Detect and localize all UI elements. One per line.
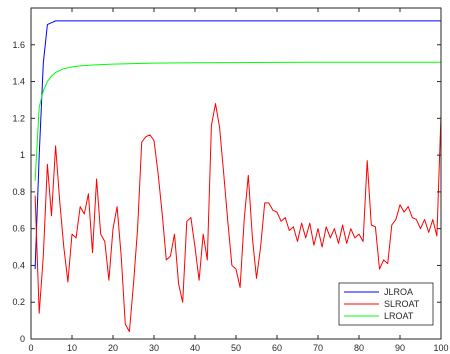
y-tick-label: 1.6 xyxy=(12,40,25,50)
x-tick-label: 40 xyxy=(190,343,200,353)
y-tick-label: 0.8 xyxy=(12,187,25,197)
series-line-lroat xyxy=(34,61,441,181)
series-layer xyxy=(34,20,442,333)
y-tick-label: 0.4 xyxy=(12,260,25,270)
x-tick-label: 70 xyxy=(313,343,323,353)
series-line-jlroa xyxy=(34,20,441,270)
series-line-slroat xyxy=(34,103,442,333)
y-tick-label: 0.6 xyxy=(12,224,25,234)
x-tick-label: 100 xyxy=(433,343,448,353)
y-tick-label: 0.2 xyxy=(12,297,25,307)
legend-label-slroat: SLROAT xyxy=(384,299,420,309)
ticks-layer: 0 10 20 30 40 50 60 70 80 90 100 0 0.2 0.4 0.6 0.8 1 1.2 1… xyxy=(12,8,449,353)
y-tick-label: 0 xyxy=(20,334,25,344)
x-tick-label: 30 xyxy=(149,343,159,353)
x-tick-label: 20 xyxy=(108,343,118,353)
x-tick-label: 10 xyxy=(67,343,77,353)
y-tick-label: 1.4 xyxy=(12,77,25,87)
legend: JLROA SLROAT LROAT xyxy=(338,282,434,326)
legend-label-lroat: LROAT xyxy=(384,311,414,321)
x-tick-label: 90 xyxy=(395,343,405,353)
x-tick-label: 80 xyxy=(354,343,364,353)
x-tick-label: 50 xyxy=(231,343,241,353)
x-tick-label: 60 xyxy=(272,343,282,353)
legend-label-jlroa: JLROA xyxy=(384,287,413,297)
x-tick-label: 0 xyxy=(28,343,33,353)
y-tick-label: 1 xyxy=(20,150,25,160)
y-tick-label: 1.2 xyxy=(12,113,25,123)
